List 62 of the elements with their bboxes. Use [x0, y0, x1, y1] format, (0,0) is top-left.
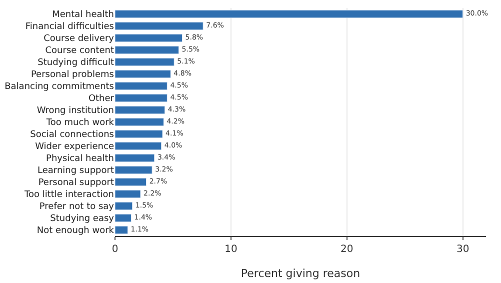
x-tick-label: 10 [224, 244, 238, 255]
bar [115, 70, 171, 78]
x-tick-label: 20 [340, 244, 354, 255]
bar [115, 226, 128, 234]
data-label: 4.2% [166, 116, 185, 126]
bar [115, 142, 162, 150]
data-label: 5.1% [177, 56, 196, 66]
data-label: 1.4% [134, 212, 152, 222]
bar [115, 46, 180, 54]
bar [115, 154, 155, 162]
data-label: 4.5% [170, 92, 188, 102]
bar [115, 106, 166, 114]
data-label: 4.3% [168, 104, 186, 114]
y-tick-label: Social connections [30, 130, 114, 140]
bar [115, 178, 147, 186]
data-label: 4.5% [170, 80, 188, 90]
data-label: 1.5% [135, 200, 154, 210]
data-label: 4.0% [164, 140, 183, 150]
bar [115, 202, 133, 210]
data-label: 5.5% [182, 44, 200, 54]
data-label: 1.1% [130, 224, 149, 234]
y-tick-label: Financial difficulties [25, 22, 114, 32]
bar [115, 22, 204, 30]
data-label: 2.2% [144, 188, 162, 198]
bar [115, 34, 182, 42]
data-label: 30.0% [466, 8, 488, 18]
y-tick-label: Too much work [45, 118, 115, 128]
bar [115, 94, 168, 102]
y-tick-label: Prefer not to say [39, 202, 115, 212]
y-tick-label: Balancing commitments [4, 82, 114, 92]
y-tick-label: Learning support [38, 166, 114, 176]
bar [115, 118, 164, 126]
x-tick-label: 0 [112, 244, 118, 255]
data-label: 4.8% [174, 68, 192, 78]
y-tick-label: Mental health [52, 10, 114, 20]
data-label: 5.8% [185, 32, 204, 42]
y-tick-label: Course content [45, 46, 114, 56]
y-tick-label: Other [88, 94, 114, 104]
data-label: 4.1% [166, 128, 184, 138]
data-label: 2.7% [149, 176, 168, 186]
bar [115, 10, 464, 18]
bar [115, 130, 163, 138]
y-tick-label: Too little interaction [24, 190, 114, 200]
x-tick-label: 30 [456, 244, 470, 255]
bar [115, 82, 168, 90]
bar [115, 214, 132, 222]
y-tick-label: Personal support [38, 178, 114, 188]
y-tick-label: Course delivery [44, 34, 115, 44]
y-tick-label: Physical health [46, 154, 114, 164]
bar [115, 166, 152, 174]
y-tick-label: Personal problems [30, 70, 114, 80]
bar [115, 58, 174, 66]
y-tick-label: Studying easy [50, 214, 115, 224]
y-tick-label: Not enough work [36, 226, 115, 236]
y-tick-label: Wrong institution [36, 106, 114, 116]
x-axis-title: Percent giving reason [240, 267, 360, 280]
bar [115, 190, 141, 198]
y-tick-label: Wider experience [35, 142, 114, 152]
data-label: 7.6% [206, 20, 224, 30]
data-label: 3.2% [155, 164, 174, 174]
data-label: 3.4% [157, 152, 176, 162]
y-tick-label: Studying difficult [38, 58, 114, 68]
